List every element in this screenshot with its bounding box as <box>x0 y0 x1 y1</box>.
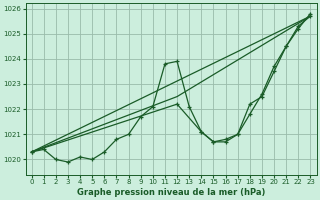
X-axis label: Graphe pression niveau de la mer (hPa): Graphe pression niveau de la mer (hPa) <box>77 188 265 197</box>
